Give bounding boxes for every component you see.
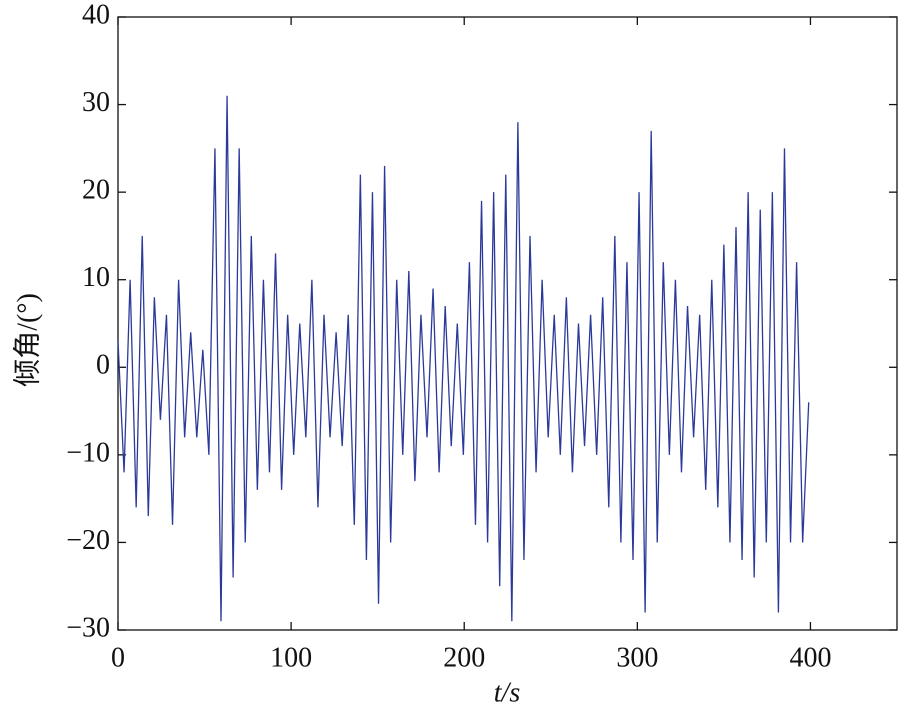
x-tick-label: 200 <box>443 642 485 673</box>
y-tick-label: −30 <box>66 612 110 643</box>
x-tick-label: 100 <box>270 642 312 673</box>
y-tick-label: −10 <box>66 437 110 468</box>
y-axis-label: 倾角/(°) <box>11 293 43 387</box>
x-tick-label: 300 <box>616 642 658 673</box>
data-line <box>117 95 810 622</box>
x-tick-label: 400 <box>789 642 831 673</box>
plot-frame <box>117 16 898 631</box>
x-tick-label: 0 <box>111 642 125 673</box>
y-tick-label: −20 <box>66 525 110 556</box>
y-tick-label: 0 <box>96 350 110 381</box>
y-tick-label: 40 <box>82 0 110 30</box>
y-tick-label: 30 <box>82 87 110 118</box>
y-tick-label: 20 <box>82 175 110 206</box>
y-tick-label: 10 <box>82 262 110 293</box>
x-axis-label: t/s <box>494 677 521 708</box>
